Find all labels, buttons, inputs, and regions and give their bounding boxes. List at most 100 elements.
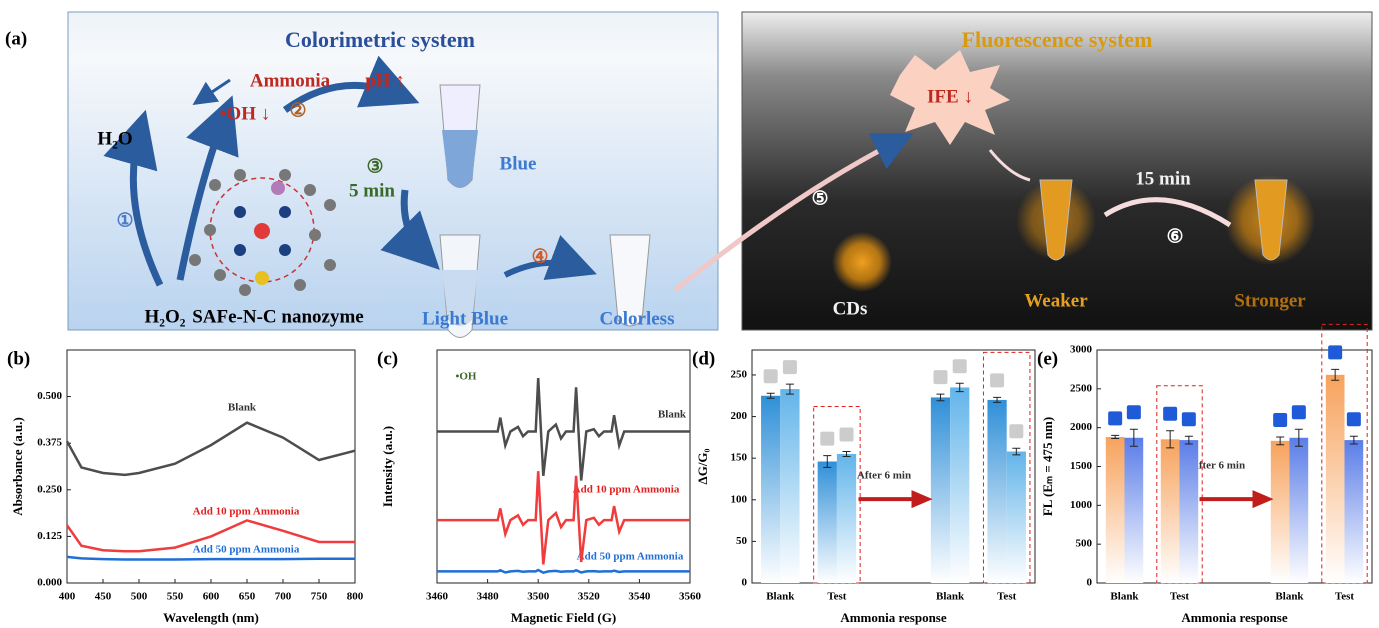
x-tick-label: Test	[997, 591, 1016, 603]
step: ③	[366, 156, 383, 177]
line-series	[437, 570, 690, 573]
y-tick-label: 3000	[1070, 344, 1093, 356]
bar	[1106, 437, 1125, 583]
y-tick-label: 2000	[1070, 421, 1093, 433]
line-series	[67, 557, 355, 560]
panel-label: (c)	[377, 348, 398, 369]
panel-label: (d)	[692, 348, 715, 369]
icon	[1347, 412, 1361, 426]
y-tick-label: 1000	[1070, 499, 1093, 511]
label: H₂O	[97, 128, 132, 149]
icon	[933, 370, 947, 384]
x-tick-label: Test	[1170, 591, 1189, 603]
annotation: Add 10 ppm Ammonia	[573, 484, 680, 496]
line-series	[437, 378, 690, 481]
annotation: After 6 min	[857, 470, 911, 482]
x-tick-label: 700	[275, 591, 292, 603]
icon	[1108, 411, 1122, 425]
bar	[1161, 439, 1180, 583]
x-tick-label: 3460	[426, 591, 449, 603]
bar	[1290, 438, 1309, 583]
x-tick-label: Blank	[936, 591, 965, 603]
plot-frame	[437, 350, 690, 583]
step: ⑤	[811, 188, 828, 209]
y-tick-label: 0	[742, 577, 748, 589]
icon	[1163, 407, 1177, 421]
icon	[1009, 424, 1023, 438]
y-tick-label: 0.125	[37, 530, 62, 542]
bar	[1345, 440, 1364, 583]
x-tick-label: Blank	[1275, 591, 1304, 603]
x-tick-label: 3560	[679, 591, 702, 603]
icon	[1182, 412, 1196, 426]
y-tick-label: 0.000	[37, 577, 62, 589]
y-tick-label: 150	[731, 452, 748, 464]
icon	[1127, 405, 1141, 419]
y-tick-label: 0	[1087, 577, 1093, 589]
y-tick-label: 500	[1076, 538, 1093, 550]
line-series	[67, 423, 355, 475]
bar	[1271, 441, 1290, 583]
x-tick-label: Test	[827, 591, 846, 603]
x-tick-label: 750	[311, 591, 328, 603]
icon	[820, 432, 834, 446]
label: 5 min	[349, 180, 395, 201]
bar	[1125, 438, 1144, 583]
y-tick-label: 200	[731, 410, 748, 422]
bar	[1180, 440, 1199, 583]
figure: (a) Colorimetric system Ammonia pH ↑ H₂O…	[0, 0, 1379, 628]
annotation: Add 10 ppm Ammonia	[193, 506, 300, 518]
bar	[1007, 452, 1026, 583]
annotation: Blank	[228, 402, 257, 414]
x-tick-label: Test	[1335, 591, 1354, 603]
title: Fluorescence system	[962, 27, 1153, 52]
x-tick-label: 3520	[578, 591, 601, 603]
y-tick-label: 0.500	[37, 390, 62, 402]
y-tick-label: 2500	[1070, 382, 1093, 394]
label: Blue	[500, 153, 537, 174]
x-tick-label: 3480	[477, 591, 500, 603]
annotation: After 6 min	[1191, 460, 1245, 472]
y-tick-label: 0.375	[37, 437, 62, 449]
x-tick-label: 500	[131, 591, 148, 603]
bar	[780, 389, 799, 583]
x-tick-label: Blank	[1110, 591, 1139, 603]
bar	[987, 400, 1006, 583]
x-axis-label: Magnetic Field (G)	[511, 610, 616, 625]
label: Ammonia	[250, 70, 331, 91]
y-tick-label: 1500	[1070, 460, 1093, 472]
x-tick-label: 400	[59, 591, 76, 603]
x-tick-label: 3540	[628, 591, 651, 603]
y-axis-label: ΔG/G₀	[695, 448, 710, 484]
x-tick-label: Blank	[766, 591, 795, 603]
x-tick-label: 3500	[527, 591, 550, 603]
icon	[1273, 413, 1287, 427]
icon	[840, 428, 854, 442]
y-axis-label: FL (Eₘ = 475 nm)	[1040, 417, 1055, 516]
label: H₂O₂	[145, 306, 186, 327]
icon	[1292, 405, 1306, 419]
x-axis-label: Ammonia response	[1181, 610, 1288, 625]
page: {"diagram":{"label":"(a)","colorimetric_…	[0, 0, 1379, 628]
icon	[783, 360, 797, 374]
step: ⑥	[1166, 226, 1183, 247]
bar	[950, 387, 969, 583]
label: 15 min	[1135, 168, 1191, 189]
x-tick-label: 450	[95, 591, 112, 603]
label: CDs	[833, 298, 868, 319]
annotation: •OH	[456, 371, 477, 383]
y-tick-label: 100	[731, 493, 748, 505]
fluorescence-box	[742, 12, 1372, 330]
label: Light Blue	[422, 308, 508, 329]
icon	[953, 359, 967, 373]
x-tick-label: 550	[167, 591, 184, 603]
y-axis-label: Intensity (a.u.)	[380, 426, 395, 507]
panel-label: (b)	[7, 348, 30, 369]
title: Colorimetric system	[285, 27, 475, 52]
y-tick-label: 250	[731, 368, 748, 380]
bar	[837, 454, 856, 583]
arrow	[1200, 493, 1269, 505]
step: ①	[116, 210, 133, 231]
annotation: Blank	[658, 409, 687, 421]
icon	[764, 369, 778, 383]
